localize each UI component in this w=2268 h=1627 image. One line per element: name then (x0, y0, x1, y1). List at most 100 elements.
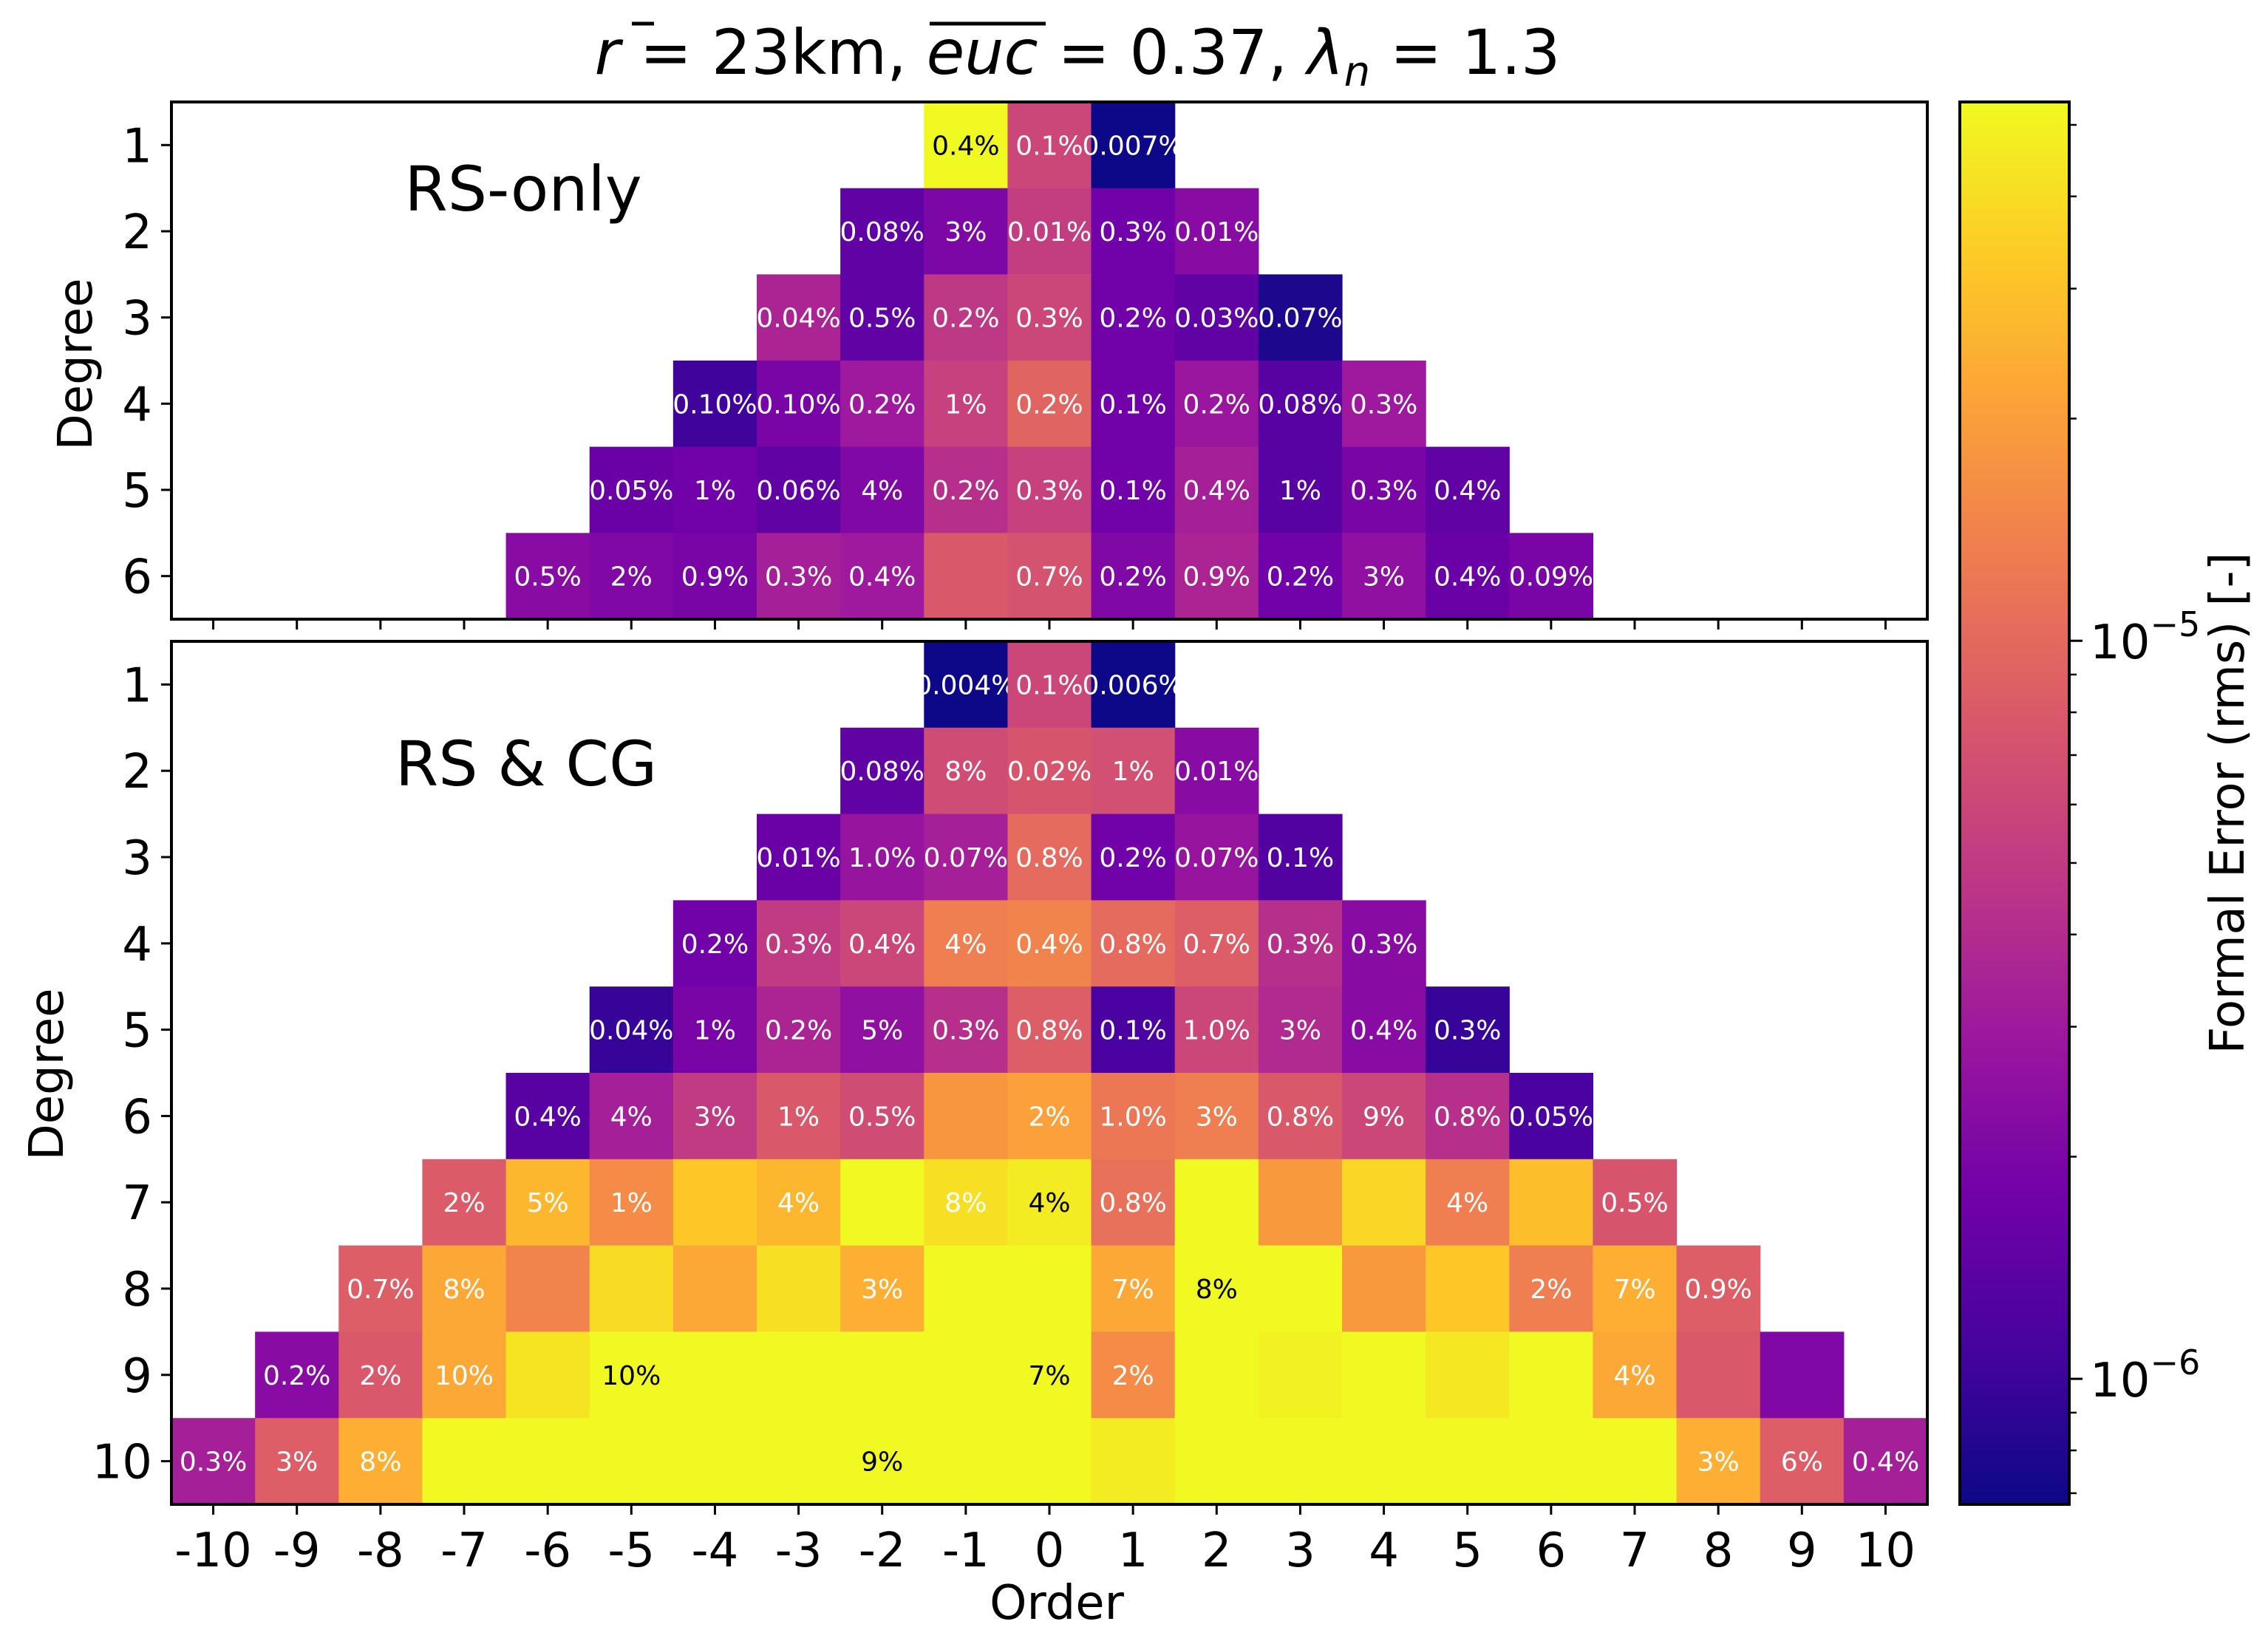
y-tick-label: 5 (122, 464, 152, 519)
heatmap-cell (1091, 1418, 1176, 1505)
cell-value-label: 1% (694, 476, 736, 506)
heatmap-cell (924, 641, 1009, 729)
cell-value-label: 5% (861, 1016, 903, 1046)
heatmap-cell (505, 1073, 590, 1160)
heatmap-cell (338, 1331, 423, 1419)
heatmap-cell (1593, 1418, 1678, 1505)
heatmap-cell (1676, 1418, 1761, 1505)
heatmap-cell (1509, 1418, 1594, 1505)
heatmap-cell (840, 900, 924, 987)
heatmap-cell (1091, 1073, 1176, 1160)
x-tick-label: -1 (942, 1524, 990, 1578)
heatmap-cell (1593, 1245, 1678, 1332)
x-tick-label: 1 (1118, 1524, 1148, 1578)
heatmap-cell (589, 986, 674, 1074)
heatmap-cell (1007, 446, 1092, 533)
heatmap-cell (171, 1418, 256, 1505)
heatmap-cell (1258, 986, 1343, 1074)
x-tick-label: -5 (607, 1524, 655, 1578)
cell-value-label: 0.05% (1509, 1102, 1593, 1132)
cell-value-label: 4% (1446, 1188, 1488, 1218)
cell-value-label: 0.7% (347, 1275, 414, 1305)
cell-value-label: 2% (1112, 1361, 1154, 1391)
cell-value-label: 2% (359, 1361, 401, 1391)
heatmap-cell (924, 727, 1009, 815)
cell-value-label: 10% (602, 1361, 661, 1391)
cell-value-label: 0.8% (1267, 1102, 1334, 1132)
colorbar-tick-exponent: −5 (2150, 604, 2200, 644)
heatmap-cell (1007, 727, 1092, 815)
cell-value-label: 1% (1279, 476, 1321, 506)
heatmap-cell (1509, 1159, 1594, 1246)
heatmap-cell (924, 1073, 1009, 1160)
cell-value-label: 0.3% (1350, 389, 1417, 420)
cell-value-label: 0.7% (1183, 930, 1250, 960)
heatmap-cell (924, 361, 1009, 448)
cell-value-label: 0.05% (589, 476, 673, 506)
heatmap-cell (757, 533, 841, 620)
x-tick-label: -3 (775, 1524, 823, 1578)
panel-rs-only: 0.4% 0.1%0.007%0.08% 3% 0.01% 0.3% 0.01%0.04%… (49, 100, 1929, 630)
heatmap-cell (1174, 900, 1259, 987)
y-tick-label: 2 (122, 205, 152, 260)
heatmap-cell (1174, 361, 1259, 448)
heatmap-cell (924, 1245, 1009, 1332)
heatmap-cell (1091, 1245, 1176, 1332)
cell-value-label: 0.4% (1015, 930, 1083, 960)
cell-value-label: 0.07% (1258, 304, 1342, 334)
heatmap-cell (1509, 1073, 1594, 1160)
heatmap-cell (1007, 900, 1092, 987)
cell-value-label: 0.4% (1434, 476, 1501, 506)
cell-value-label: 0.1% (1015, 670, 1083, 700)
heatmap-cell (1007, 986, 1092, 1074)
cell-value-label: 0.2% (932, 304, 999, 334)
cell-value-label: 2% (1028, 1102, 1070, 1132)
heatmap-cell (672, 1331, 757, 1419)
heatmap-cell (1342, 1418, 1426, 1505)
cell-value-label: 3% (1697, 1447, 1740, 1478)
heatmap-cell (1509, 1331, 1594, 1419)
heatmap-cell (1091, 1159, 1176, 1246)
heatmap-cell (672, 1418, 757, 1505)
heatmap-cell (1258, 1331, 1343, 1419)
heatmap-cell (1174, 1418, 1259, 1505)
heatmap-cell (672, 361, 757, 448)
heatmap-cell (840, 1331, 924, 1419)
y-tick-label: 9 (122, 1349, 152, 1404)
heatmap-cell (1007, 814, 1092, 901)
cell-value-label: 1% (777, 1102, 820, 1132)
heatmap-cell (757, 986, 841, 1074)
y-tick-label: 7 (122, 1176, 152, 1231)
y-tick-label: 1 (122, 658, 152, 713)
heatmap-cell (505, 533, 590, 620)
heatmap-cell (1091, 900, 1176, 987)
x-tick-label: 7 (1620, 1524, 1650, 1578)
cell-value-label: 0.8% (1099, 930, 1166, 960)
cell-value-label: 0.8% (1015, 843, 1083, 873)
heatmap-cell (924, 1418, 1009, 1505)
heatmap-cell (589, 446, 674, 533)
heatmap-cell (1342, 446, 1426, 533)
heatmap-cell (1258, 446, 1343, 533)
cell-value-label: 1.0% (848, 843, 916, 873)
heatmap-cell (924, 533, 1009, 620)
x-tick-label: -2 (859, 1524, 906, 1578)
cell-value-label: 0.9% (1183, 562, 1250, 593)
heatmap-cell (1258, 900, 1343, 987)
x-tick-label: 8 (1703, 1524, 1734, 1578)
heatmap-cell (924, 900, 1009, 987)
cell-value-label: 0.3% (1434, 1016, 1501, 1046)
heatmap-cell (1007, 533, 1092, 620)
cell-value-label: 0.3% (1350, 476, 1417, 506)
cell-value-label: 0.4% (1852, 1447, 1919, 1478)
cell-value-label: 0.3% (1015, 476, 1083, 506)
cell-value-label: 4% (610, 1102, 653, 1132)
cell-value-label: 7% (1028, 1361, 1070, 1391)
heatmap-cell (1007, 1331, 1092, 1419)
heatmap-cell (1426, 1159, 1510, 1246)
heatmap-cell (840, 361, 924, 448)
cell-value-label: 0.2% (263, 1361, 330, 1391)
cell-value-label: 0.2% (681, 930, 749, 960)
cell-value-label: 2% (610, 562, 653, 593)
cell-value-label: 8% (359, 1447, 401, 1478)
